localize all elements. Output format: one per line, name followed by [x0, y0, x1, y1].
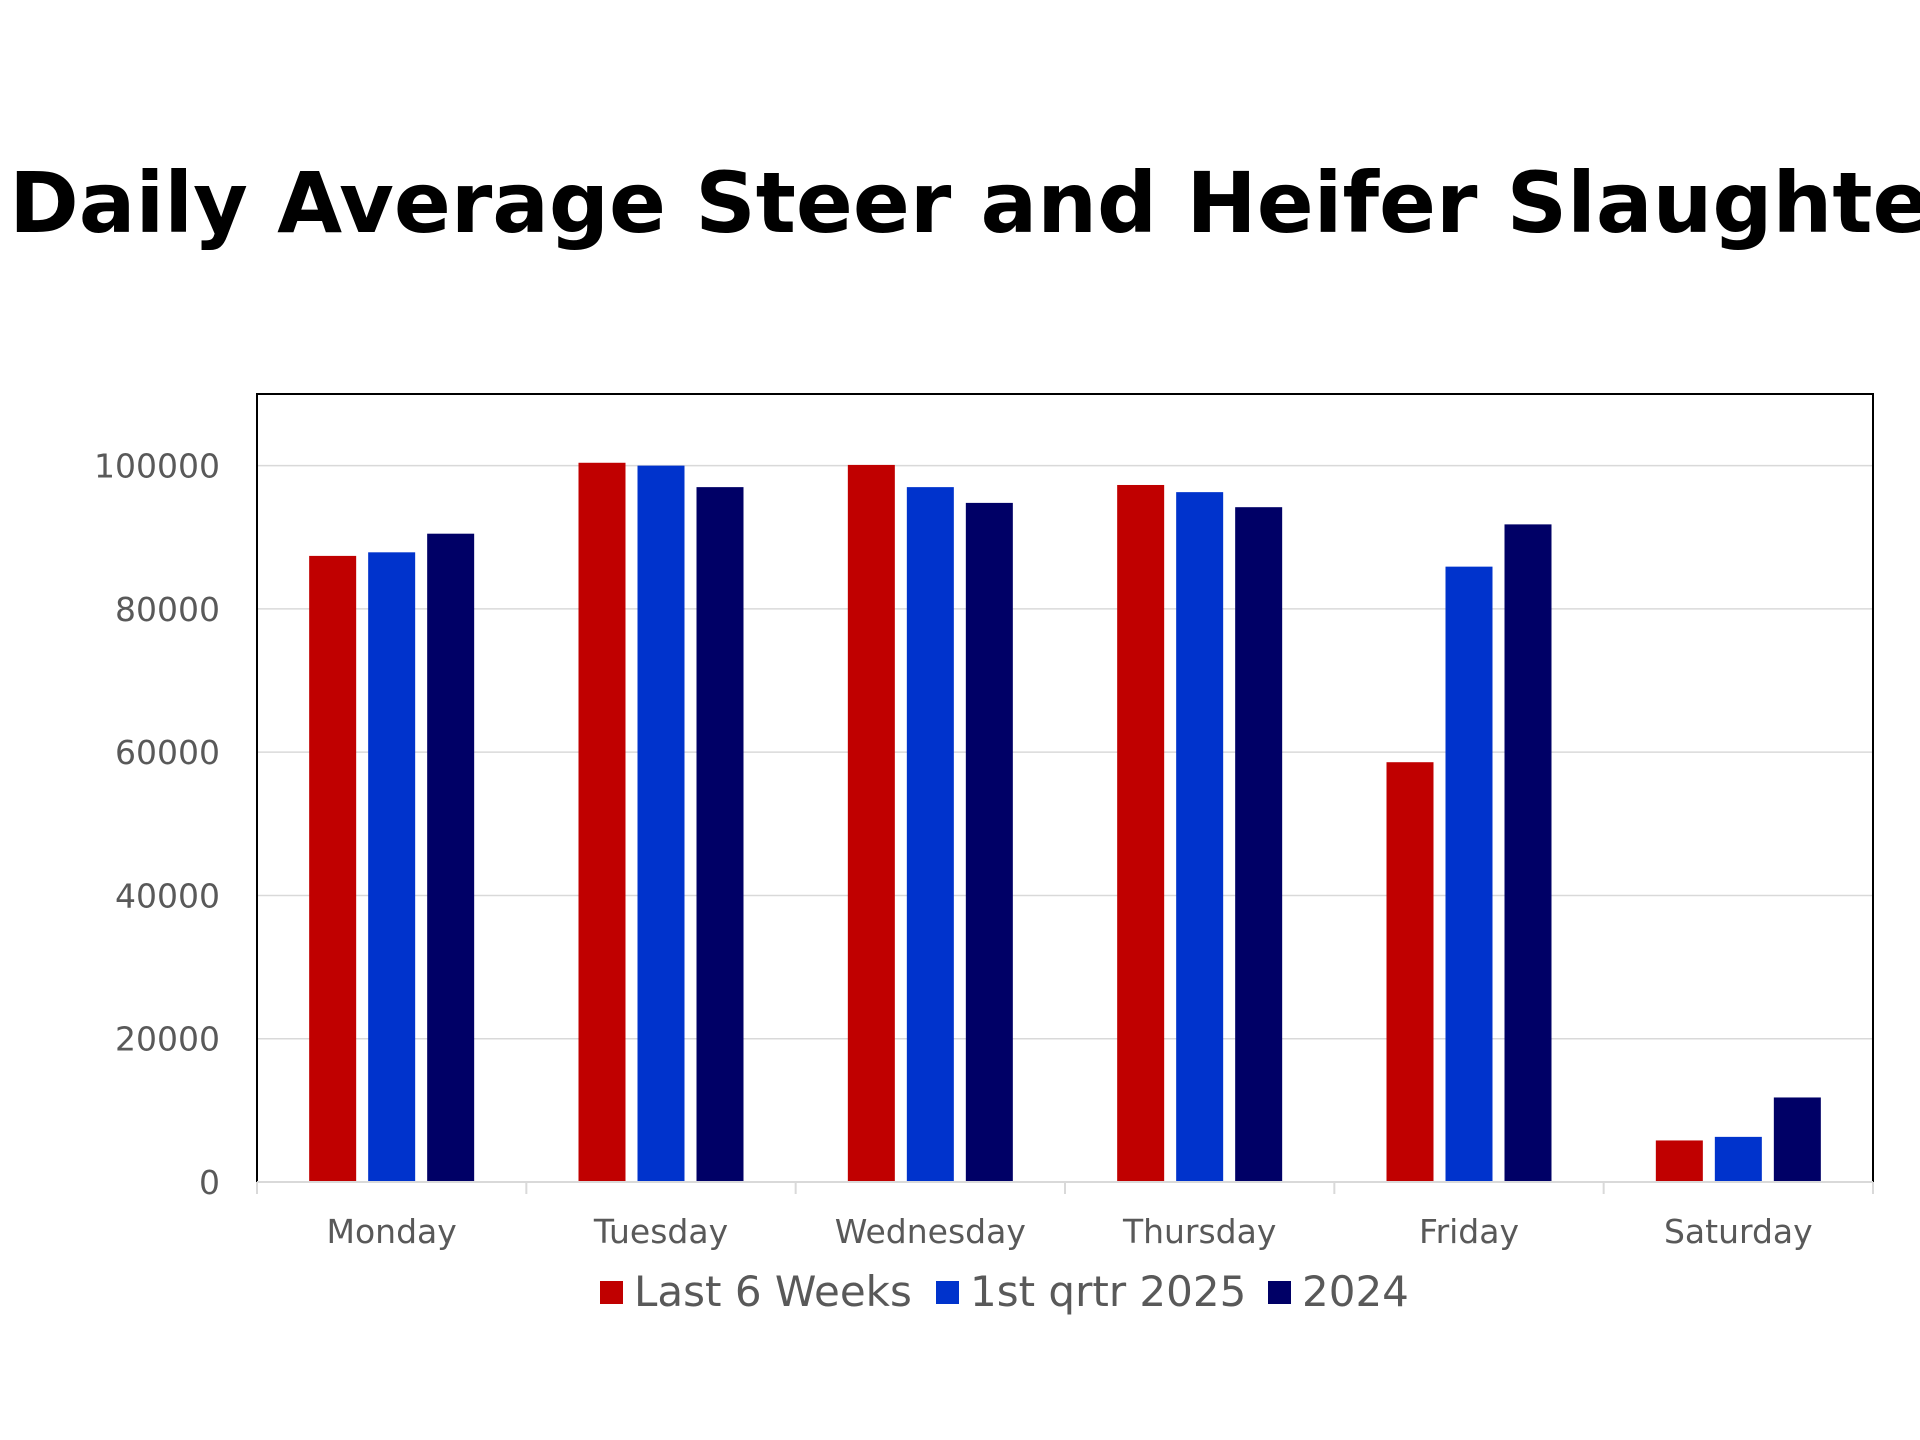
legend-swatch — [936, 1281, 959, 1304]
bar-monday-series-1 — [309, 555, 357, 1182]
bars — [309, 462, 1821, 1183]
y-axis-labels: 0 20000 40000 60000 80000 100000 — [94, 447, 220, 1202]
bar-saturday-series-2 — [1714, 1136, 1762, 1182]
bar-tuesday-series-3 — [696, 487, 744, 1182]
legend-label: 1st qrtr 2025 — [970, 1267, 1246, 1316]
plot-area-border — [256, 393, 1874, 1183]
bar-friday-series-3 — [1504, 524, 1552, 1182]
chart-title: Daily Average Steer and Heifer Slaughter — [9, 154, 1920, 252]
bar-tuesday-series-2 — [637, 465, 685, 1182]
bar-wednesday-series-1 — [847, 464, 895, 1182]
y-tick-label: 20000 — [115, 1020, 220, 1059]
x-tick-label: Thursday — [1122, 1212, 1276, 1251]
x-tick-label: Wednesday — [835, 1212, 1026, 1251]
legend: Last 6 Weeks 1st qrtr 2025 2024 — [600, 1267, 1409, 1316]
x-tick-label: Tuesday — [593, 1212, 728, 1251]
bar-monday-series-3 — [427, 533, 475, 1182]
y-tick-label: 0 — [199, 1163, 220, 1202]
legend-swatch — [600, 1281, 623, 1304]
x-tick-label: Monday — [327, 1212, 457, 1251]
bar-wednesday-series-2 — [906, 487, 954, 1182]
gridlines — [257, 464, 1873, 1040]
bar-saturday-series-3 — [1773, 1097, 1821, 1182]
x-axis-ticks — [256, 1182, 1874, 1194]
bar-friday-series-2 — [1445, 566, 1493, 1182]
bar-friday-series-1 — [1386, 762, 1434, 1182]
x-tick-label: Saturday — [1664, 1212, 1813, 1251]
bar-saturday-series-1 — [1655, 1140, 1703, 1182]
bar-thursday-series-3 — [1235, 507, 1283, 1183]
y-tick-label: 80000 — [115, 590, 220, 629]
legend-label: Last 6 Weeks — [634, 1267, 912, 1316]
x-tick-label: Friday — [1419, 1212, 1519, 1251]
bar-wednesday-series-3 — [965, 502, 1013, 1182]
y-tick-label: 100000 — [94, 447, 220, 486]
bar-thursday-series-1 — [1117, 484, 1165, 1183]
y-tick-label: 40000 — [115, 876, 220, 915]
legend-label: 2024 — [1302, 1267, 1409, 1316]
legend-swatch — [1268, 1281, 1291, 1304]
bar-monday-series-2 — [368, 552, 416, 1182]
y-tick-label: 60000 — [115, 733, 220, 772]
bar-thursday-series-2 — [1176, 492, 1224, 1182]
x-axis-labels: Monday Tuesday Wednesday Thursday Friday Satu… — [327, 1212, 1813, 1251]
bar-tuesday-series-1 — [578, 462, 626, 1183]
